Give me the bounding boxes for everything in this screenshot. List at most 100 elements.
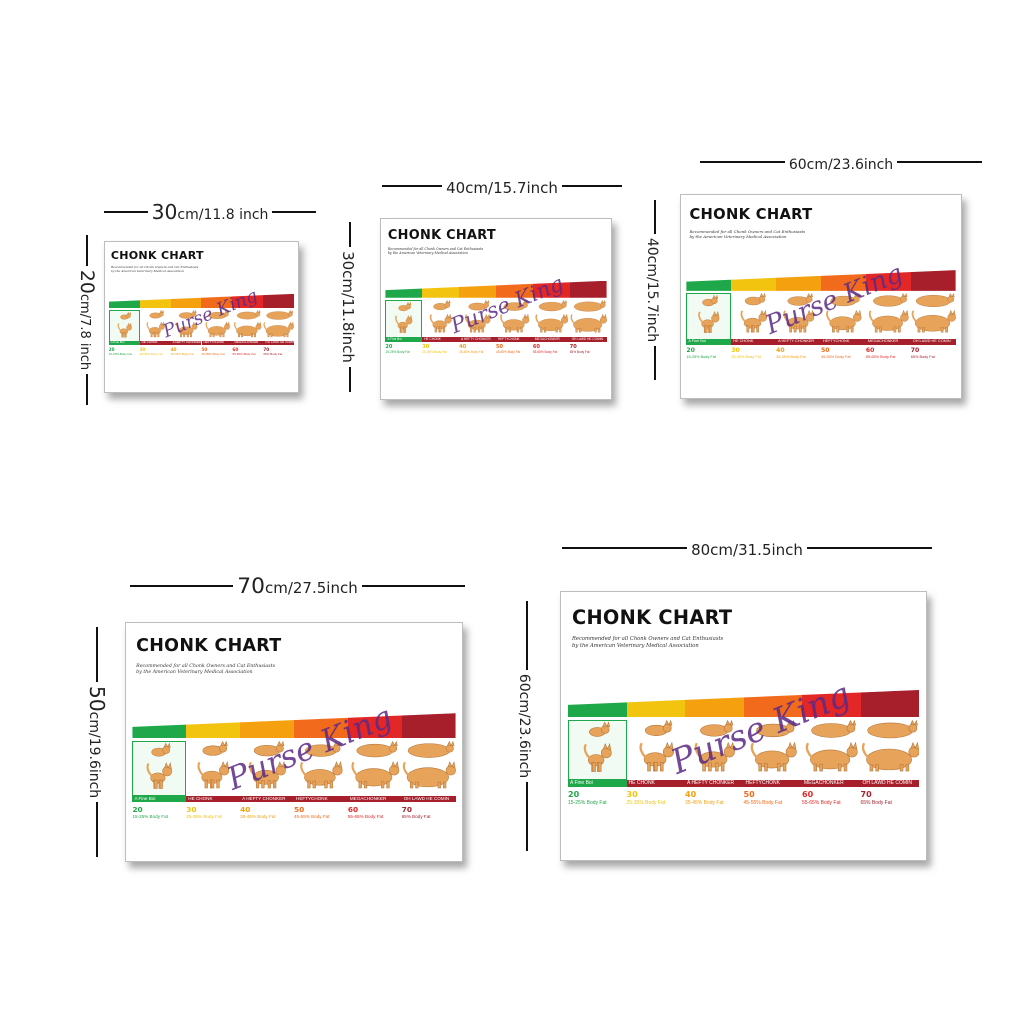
ramp-segment <box>186 713 241 739</box>
level-score: 60 <box>232 346 239 352</box>
level-body-fat: 65% Body Fat <box>569 350 590 355</box>
level-score: 20 <box>686 346 695 354</box>
level-body-fat: 65% Body Fat <box>401 814 431 820</box>
cat-lying <box>407 740 455 758</box>
chonk-level-5: MEGACHONKER 60 55-65% Body Fat <box>802 719 861 860</box>
cat-lying <box>305 740 342 757</box>
level-label: A HEFTY CHONKER <box>776 339 821 345</box>
ramp-segment <box>139 293 171 309</box>
level-body-fat: 25-35% Body Fat <box>626 800 666 806</box>
cat-illustration <box>911 292 956 337</box>
cat-walking <box>205 321 230 337</box>
width-label-text: 30cm/11.8 inch <box>151 200 269 224</box>
height-label-text: 40cm/15.7inch <box>644 237 660 343</box>
subtitle-line-1: Recommended for all Chonk Owners and Cat… <box>572 636 724 642</box>
cat-lying <box>811 719 857 738</box>
cat-lying <box>149 309 164 319</box>
poster-subtitle: Recommended for all Chonk Owners and Cat… <box>572 636 723 650</box>
cat-lying <box>538 299 567 311</box>
chonk-chart-poster: CHONK CHART Recommended for all Chonk Ow… <box>104 241 299 393</box>
height-label-text: 30cm/11.8inch <box>339 251 358 363</box>
chonk-level-6: OH LAWD HE COMIN 70 65% Body Fat <box>401 740 456 861</box>
level-label: HE CHONK <box>139 341 171 346</box>
ramp-segment <box>240 713 294 739</box>
level-body-fat: 35-45% Body Fat <box>240 814 276 820</box>
level-body-fat: 55-65% Body Fat <box>532 350 558 355</box>
chonk-chart-poster: CHONK CHART Recommended for all Chonk Ow… <box>125 622 463 862</box>
cat-lying <box>573 299 606 312</box>
cat-lying <box>503 299 529 311</box>
width-dimension-label: 30cm/11.8 inch <box>104 200 317 224</box>
cat-lying <box>266 309 294 320</box>
level-body-fat: 45-55% Body Fat <box>294 814 330 820</box>
cat-walking <box>698 310 720 333</box>
chonk-level-6: OH LAWD HE COMIN 70 65% Body Fat <box>569 299 607 399</box>
poster-title: CHONK CHART <box>110 249 204 263</box>
cat-walking <box>197 760 230 789</box>
poster-title: CHONK CHART <box>136 635 282 656</box>
level-score: 40 <box>170 346 177 352</box>
dimension-line <box>561 185 623 187</box>
cat-walking <box>805 741 858 772</box>
dimension-line <box>96 802 98 857</box>
height-dimension-label: 50cm/19.6inch <box>85 627 109 857</box>
chonk-gradient-ramp <box>385 280 607 298</box>
level-label: MEGACHONKER <box>865 339 911 345</box>
level-body-fat: 35-45% Body Fat <box>459 350 484 355</box>
cat-walking <box>395 314 413 333</box>
level-body-fat: 65% Body Fat <box>860 800 892 806</box>
cat-lying <box>744 292 766 306</box>
poster-title: CHONK CHART <box>689 205 813 223</box>
level-body-fat: 25-35% Body Fat <box>139 351 163 356</box>
level-label: HE CHONK <box>422 337 460 342</box>
cat-lying <box>700 719 734 737</box>
chonk-level-1: A Fine Boi 20 15-25% Body Fat <box>686 293 732 398</box>
level-label: A Fine Boi <box>686 339 732 345</box>
cat-illustration <box>171 309 202 341</box>
width-label-text: 40cm/15.7inch <box>446 178 558 197</box>
ramp-segment <box>731 270 777 291</box>
width-dimension-label: 80cm/31.5inch <box>562 538 933 559</box>
level-score: 40 <box>685 790 697 799</box>
cat-illustration <box>402 740 456 794</box>
chonk-level-6: OH LAWD HE COMIN 70 65% Body Fat <box>910 292 956 398</box>
height-label-text: 50cm/19.6inch <box>85 685 109 799</box>
level-score: 30 <box>422 343 430 350</box>
cat-walking <box>175 321 197 337</box>
dimension-line <box>349 366 351 393</box>
dimension-line <box>526 782 528 851</box>
cat-illustration <box>348 740 402 794</box>
dimension-line <box>897 161 982 163</box>
subtitle-line-1: Recommended for all Chonk Owners and Cat… <box>387 246 484 251</box>
level-body-fat: 15-25% Body Fat <box>385 350 410 355</box>
level-label: A HEFTY CHONKER <box>240 796 294 803</box>
chonk-level-1: A Fine Boi 20 15-25% Body Fat <box>385 299 423 399</box>
dimension-line <box>526 601 528 670</box>
level-label: MEGACHONKER <box>532 337 570 342</box>
level-score: 20 <box>108 346 115 352</box>
cat-lying <box>178 309 197 319</box>
width-dimension-label: 70cm/27.5inch <box>130 574 465 599</box>
ramp-segment <box>132 713 187 739</box>
cat-illustration <box>821 292 866 337</box>
cat-walking <box>826 309 862 333</box>
chonk-level-3: A HEFTY CHONKER 40 35-45% Body Fat <box>240 740 294 861</box>
level-label: OH LAWD HE COMIN <box>860 780 919 787</box>
chonk-level-1: A Fine Boi 20 15-25% Body Fat <box>108 309 140 392</box>
cat-walking <box>146 321 165 337</box>
level-score: 30 <box>186 805 197 815</box>
ramp-segment <box>776 270 821 291</box>
level-label: OH LAWD HE COMIN <box>401 796 456 803</box>
level-label: HEFTYCHONK <box>743 780 802 787</box>
level-label: HEFTYCHONK <box>496 337 533 342</box>
level-score: 30 <box>626 790 638 799</box>
dimension-line <box>349 222 351 248</box>
subtitle-line-2: by the American Veterinary Medical Assoc… <box>689 234 787 240</box>
height-label-text: 20cm/7.8 inch <box>76 269 98 371</box>
level-body-fat: 65% Body Fat <box>263 351 283 356</box>
poster-subtitle: Recommended for all Chonk Owners and Cat… <box>689 229 805 240</box>
level-label: HE CHONK <box>731 339 777 345</box>
level-body-fat: 45-55% Body Fat <box>743 800 783 806</box>
cat-lying <box>872 292 908 307</box>
cat-illustration <box>140 309 171 341</box>
